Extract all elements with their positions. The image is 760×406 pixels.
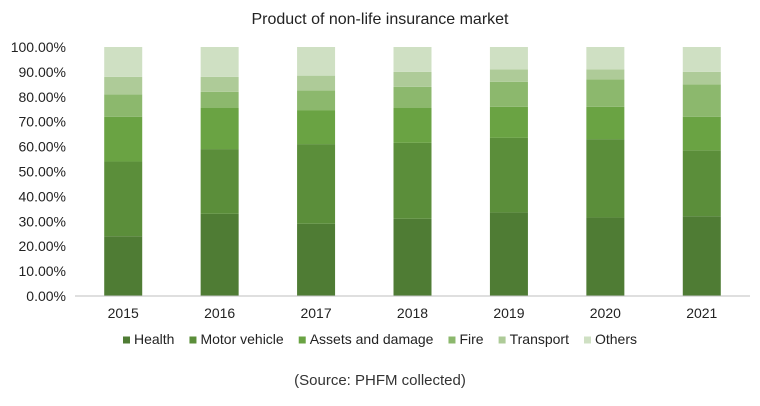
- legend-label: Fire: [459, 331, 483, 347]
- bar-segment-others: [200, 47, 239, 77]
- y-tick-label: 40.00%: [19, 188, 66, 204]
- bar-segment-others: [297, 47, 336, 76]
- stacked-bar-chart: Product of non-life insurance market 0.0…: [11, 11, 750, 347]
- legend-swatch: [498, 336, 506, 344]
- legend-item: Others: [583, 331, 637, 347]
- legend-item: Health: [122, 331, 174, 347]
- bar-segment-assets-and-damage: [393, 108, 432, 143]
- legend-label: Assets and damage: [310, 331, 434, 347]
- x-tick-label: 2020: [590, 305, 621, 321]
- plot-area: [104, 47, 721, 296]
- bar-segment-others: [586, 47, 625, 70]
- bar-segment-health: [297, 223, 336, 296]
- bar-segment-transport: [297, 75, 336, 91]
- legend-item: Assets and damage: [298, 331, 434, 347]
- bar-segment-fire: [297, 90, 336, 111]
- bar-segment-fire: [104, 94, 143, 117]
- y-tick-label: 80.00%: [19, 89, 66, 105]
- bar-segment-motor-vehicle: [393, 142, 432, 219]
- bar-segment-fire: [393, 86, 432, 109]
- y-tick-label: 0.00%: [26, 288, 66, 304]
- bar-segment-assets-and-damage: [104, 116, 143, 162]
- x-tick-label: 2015: [108, 305, 139, 321]
- bar-segment-motor-vehicle: [104, 161, 143, 237]
- y-tick-label: 70.00%: [19, 114, 66, 130]
- y-tick-label: 20.00%: [19, 238, 66, 254]
- bar-segment-health: [104, 236, 143, 296]
- legend-item: Motor vehicle: [189, 331, 284, 347]
- bar-segment-motor-vehicle: [200, 149, 239, 214]
- chart-title: Product of non-life insurance market: [251, 11, 509, 28]
- x-axis: 2015 2016 2017 2018 2019 2020 2021: [75, 295, 750, 321]
- x-tick-label: 2017: [300, 305, 331, 321]
- bar-segment-health: [586, 217, 625, 296]
- bar-segment-assets-and-damage: [200, 108, 239, 150]
- x-tick-label: 2018: [397, 305, 428, 321]
- bar-segment-transport: [682, 71, 721, 85]
- legend-label: Health: [134, 331, 174, 347]
- bar-segment-others: [104, 47, 143, 77]
- x-tick-label: 2016: [204, 305, 235, 321]
- y-tick-label: 90.00%: [19, 64, 66, 80]
- bar-segment-motor-vehicle: [297, 144, 336, 224]
- legend-swatch: [448, 336, 456, 344]
- x-tick-label: 2019: [493, 305, 524, 321]
- bar-segment-motor-vehicle: [489, 137, 528, 213]
- bar-segment-transport: [586, 69, 625, 80]
- legend-swatch: [122, 336, 130, 344]
- legend-label: Motor vehicle: [200, 331, 283, 347]
- bar-segment-transport: [104, 76, 143, 95]
- bar-segment-health: [489, 212, 528, 296]
- bar-segment-health: [393, 218, 432, 296]
- legend-label: Others: [595, 331, 637, 347]
- bar-segment-assets-and-damage: [489, 106, 528, 138]
- y-tick-label: 10.00%: [19, 263, 66, 279]
- legend-item: Fire: [448, 331, 484, 347]
- bar-segment-motor-vehicle: [586, 139, 625, 218]
- bar-segment-transport: [393, 71, 432, 87]
- bar-segment-transport: [489, 69, 528, 82]
- legend-swatch: [189, 336, 197, 344]
- y-tick-label: 60.00%: [19, 139, 66, 155]
- bar-segment-assets-and-damage: [297, 110, 336, 145]
- bar-segment-others: [682, 47, 721, 72]
- bar-segment-fire: [489, 81, 528, 107]
- y-tick-label: 30.00%: [19, 213, 66, 229]
- bar-segment-assets-and-damage: [682, 116, 721, 151]
- y-tick-label: 50.00%: [19, 164, 66, 180]
- legend-label: Transport: [510, 331, 570, 347]
- x-tick-label: 2021: [686, 305, 717, 321]
- y-axis: 0.00% 10.00% 20.00% 30.00% 40.00% 50.00% 60.00…: [11, 39, 66, 304]
- bar-segment-motor-vehicle: [682, 150, 721, 217]
- source-caption: (Source: PHFM collected): [294, 372, 466, 389]
- bar-segment-others: [393, 47, 432, 72]
- bar-segment-fire: [200, 91, 239, 109]
- bar-segment-fire: [682, 84, 721, 117]
- bar-segment-others: [489, 47, 528, 70]
- bar-segment-health: [682, 216, 721, 296]
- legend-swatch: [583, 336, 591, 344]
- bar-segment-transport: [200, 76, 239, 92]
- bar-segment-fire: [586, 79, 625, 107]
- legend-item: Transport: [498, 331, 570, 347]
- y-tick-label: 100.00%: [11, 39, 66, 55]
- bar-segment-assets-and-damage: [586, 106, 625, 140]
- legend-swatch: [298, 336, 306, 344]
- bar-segment-health: [200, 213, 239, 296]
- legend: Health Motor vehicle Assets and damage Fire…: [122, 331, 637, 347]
